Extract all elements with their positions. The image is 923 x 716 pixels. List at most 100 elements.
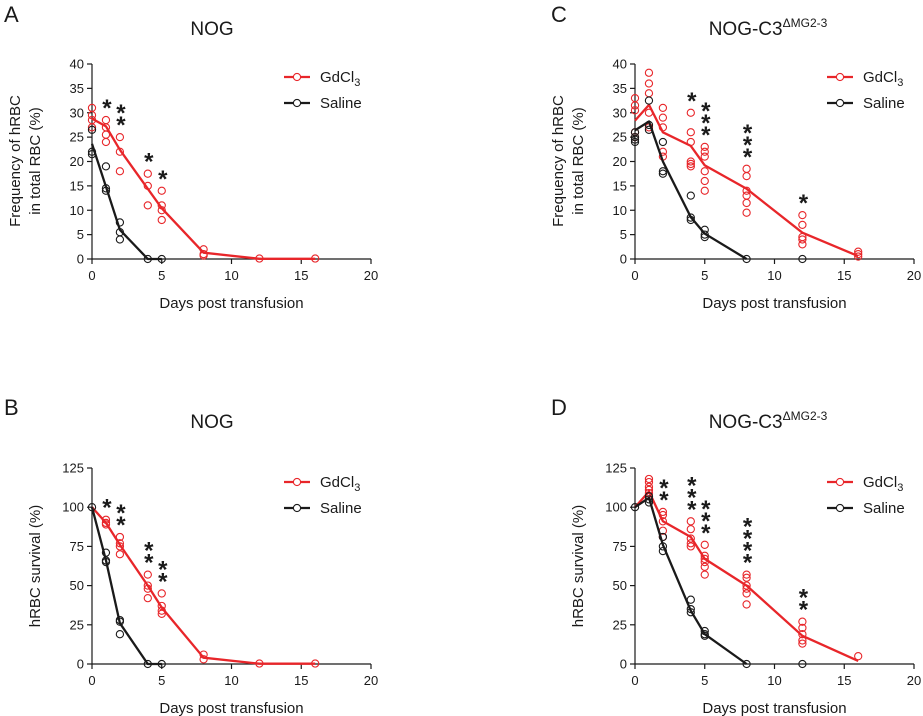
significance-star: *	[158, 568, 168, 595]
significance-star: *	[799, 585, 809, 612]
data-point	[742, 570, 751, 579]
series-saline	[630, 492, 807, 669]
data-point	[742, 254, 751, 264]
y-tick-label: 35	[613, 81, 627, 96]
legend-label: Saline	[863, 95, 905, 112]
data-point	[115, 167, 125, 176]
data-point	[630, 106, 640, 115]
y-tick-label: 10	[613, 203, 627, 218]
x-tick-label: 0	[88, 268, 95, 283]
data-point	[115, 630, 125, 639]
significance-star: *	[659, 487, 669, 514]
data-point	[798, 210, 807, 220]
data-point	[686, 191, 695, 200]
significance-star: *	[659, 475, 669, 502]
y-tick-label: 75	[613, 539, 627, 554]
y-axis-label: in total RBC (%)	[27, 107, 44, 215]
data-point	[742, 600, 751, 609]
data-point	[742, 191, 751, 200]
significance-star: *	[116, 500, 126, 527]
y-tick-label: 15	[70, 178, 84, 193]
x-tick-label: 15	[294, 673, 308, 688]
data-point	[115, 235, 125, 244]
y-tick-label: 75	[70, 539, 84, 554]
legend-label: Saline	[320, 95, 362, 112]
data-point	[157, 609, 166, 618]
significance-marker: ***	[701, 496, 711, 547]
x-tick-label: 20	[907, 268, 921, 283]
data-point	[686, 534, 695, 543]
significance-marker: **	[144, 538, 154, 577]
legend-marker	[835, 98, 845, 108]
data-point	[644, 477, 654, 487]
data-point	[798, 220, 807, 230]
data-point	[658, 517, 668, 526]
significance-star: *	[743, 538, 753, 565]
chart-title-superscript: ΔMG2-3	[783, 409, 828, 423]
significance-star: *	[701, 98, 711, 125]
chart-title: NOG-C3ΔMG2-3	[709, 16, 828, 40]
x-axis-label: Days post transfusion	[159, 700, 303, 716]
data-point	[686, 157, 695, 166]
data-point	[686, 159, 695, 169]
data-point	[630, 503, 640, 512]
x-tick-label: 5	[158, 673, 165, 688]
y-tick-label: 100	[605, 500, 627, 515]
series-saline	[630, 96, 807, 264]
mean-line	[634, 120, 748, 260]
data-point	[143, 581, 152, 590]
data-point	[798, 617, 807, 626]
y-tick-label: 20	[613, 154, 627, 169]
data-point	[798, 235, 807, 244]
legend-label-text: GdCl	[863, 69, 897, 86]
significance-star: *	[743, 132, 753, 159]
significance-star: *	[144, 149, 154, 176]
data-point	[798, 639, 807, 648]
chart-title-text: NOG	[190, 19, 233, 40]
y-tick-label: 0	[620, 657, 627, 672]
significance-marker: **	[116, 500, 126, 539]
data-point	[798, 659, 807, 669]
data-point	[630, 132, 640, 142]
y-tick-label: 125	[62, 461, 84, 476]
data-point	[115, 132, 125, 142]
data-point	[630, 135, 640, 144]
y-axis-label: hRBC survival (%)	[570, 505, 587, 628]
significance-star: *	[158, 166, 168, 193]
data-point	[157, 589, 166, 598]
y-tick-label: 25	[613, 130, 627, 145]
x-tick-label: 0	[88, 673, 95, 688]
y-tick-label: 25	[613, 617, 627, 632]
legend-marker	[292, 72, 302, 82]
mean-line	[634, 103, 859, 258]
data-point	[658, 532, 668, 542]
data-point	[644, 89, 654, 98]
significance-marker: *	[687, 88, 697, 115]
data-point	[115, 550, 125, 559]
data-point	[742, 573, 751, 582]
significance-star: *	[701, 122, 711, 149]
legend-item-saline: Saline	[827, 500, 905, 517]
y-tick-label: 25	[70, 130, 84, 145]
significance-marker: *	[102, 95, 112, 122]
data-point	[101, 520, 111, 529]
legend-label: GdCl3	[320, 474, 360, 494]
data-point	[854, 252, 863, 261]
significance-marker: **	[116, 100, 126, 139]
significance-star: *	[687, 88, 697, 115]
mean-line	[634, 496, 748, 665]
y-tick-label: 25	[70, 617, 84, 632]
x-tick-label: 15	[837, 268, 851, 283]
significance-marker: ****	[743, 514, 753, 577]
data-point	[686, 162, 695, 171]
data-point	[101, 162, 111, 171]
panel-a: A NOG 0 5 10 15 20 25 30 35 40 0 5 10 15 20 Days post tr…	[4, 2, 378, 312]
legend-label: Saline	[863, 500, 905, 517]
data-point	[101, 137, 111, 147]
y-tick-label: 0	[620, 252, 627, 267]
data-point	[798, 240, 807, 249]
legend-label: GdCl3	[320, 69, 360, 89]
y-axis-label: Frequency of hRBC	[7, 95, 24, 227]
chart-title-superscript: ΔMG2-3	[783, 16, 828, 30]
